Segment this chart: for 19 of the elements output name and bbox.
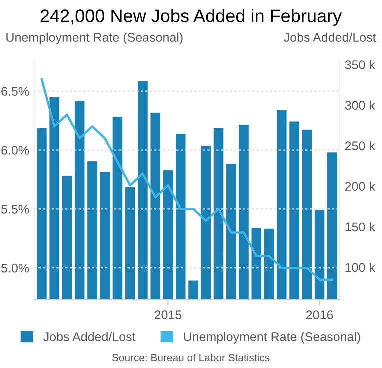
y2-tick-label: 350 k [345, 60, 376, 70]
y2-tick-label: 200 k [345, 182, 376, 192]
y2-tick-label: 300 k [345, 100, 376, 110]
y2-tick-label: 250 k [345, 141, 376, 151]
line-series [40, 78, 334, 281]
y-tick-label: 5.5% [2, 205, 30, 214]
y2-axis-title: Jobs Added/Lost [284, 32, 376, 42]
x-tick-label: 2015 [154, 310, 182, 320]
y-tick-label: 6.0% [2, 146, 30, 155]
chart-title: 242,000 New Jobs Added in February [40, 9, 342, 26]
legend-label: Jobs Added/Lost [44, 332, 136, 342]
source-note: Source: Bureau of Labor Statistics [112, 354, 270, 362]
y-axis-title: Unemployment Rate (Seasonal) [6, 32, 183, 44]
y2-tick-label: 100 k [346, 262, 376, 272]
y-tick-label: 6.5% [2, 87, 30, 96]
x-tick-label: 2016 [306, 310, 334, 320]
y2-tick-label: 150 k [346, 222, 376, 232]
legend-label: Unemployment Rate (Seasonal) [184, 332, 360, 344]
y-tick-label: 5.0% [2, 264, 30, 273]
